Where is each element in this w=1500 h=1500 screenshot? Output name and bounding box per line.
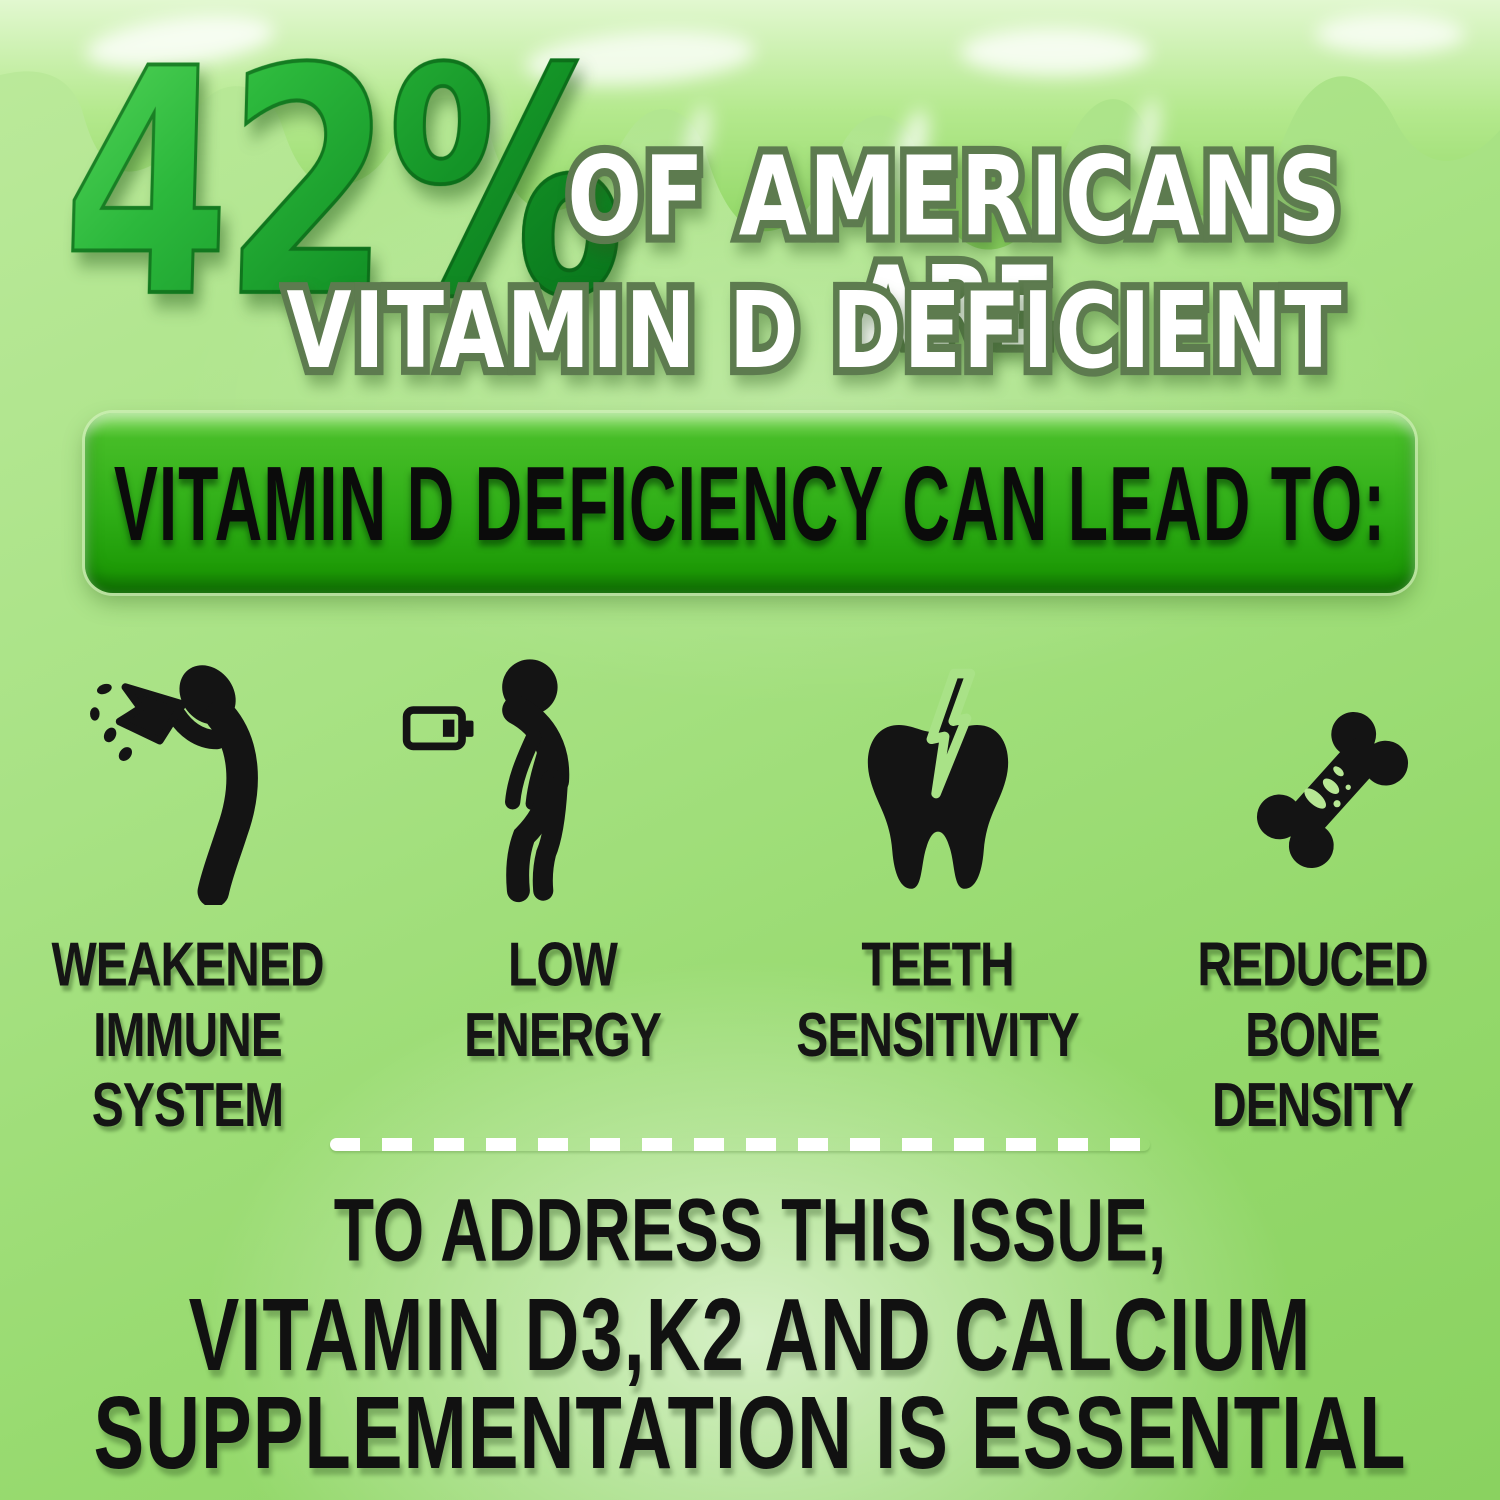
headline-line2-outline: VITAMIN D DEFICIENT bbox=[280, 269, 1348, 392]
headline-line1-outline: OF AMERICANS ARE bbox=[561, 132, 1348, 371]
lead-to-banner: VITAMIN D DEFICIENCY CAN LEAD TO: bbox=[85, 413, 1415, 593]
footer-line2: VITAMIN D3,K2 AND CALCIUM bbox=[188, 1278, 1312, 1393]
effect-label-teeth-sensitivity: TEETH SENSITIVITY bbox=[796, 931, 1079, 1071]
porous-bone-icon bbox=[1225, 640, 1440, 905]
effect-label-low-energy: LOW ENERGY bbox=[464, 931, 662, 1071]
effect-label-weakened-immune-system: WEAKENED IMMUNE SYSTEM bbox=[51, 931, 324, 1141]
tooth-lightning-icon bbox=[838, 640, 1038, 905]
footer-line1: TO ADDRESS THIS ISSUE, bbox=[333, 1179, 1167, 1280]
footer-line3: SUPPLEMENTATION IS ESSENTIAL bbox=[93, 1376, 1407, 1491]
effect-weakened-immune-system: WEAKENED IMMUNE SYSTEM bbox=[0, 640, 375, 1141]
headline-line1: OF AMERICANS ARE OF AMERICANS ARE bbox=[480, 132, 1430, 371]
effects-row: WEAKENED IMMUNE SYSTEM bbox=[0, 640, 1500, 1141]
low-battery-person-icon bbox=[399, 640, 634, 905]
headline-line1-text: OF AMERICANS ARE bbox=[567, 132, 1343, 371]
effect-label-reduced-bone-density: REDUCED BONE DENSITY bbox=[1197, 931, 1428, 1141]
banner-text: VITAMIN D DEFICIENCY CAN LEAD TO: bbox=[113, 443, 1387, 563]
sneezing-person-icon bbox=[75, 640, 300, 905]
headline-line2-text: VITAMIN D DEFICIENT bbox=[286, 269, 1344, 392]
effect-reduced-bone-density: REDUCED BONE DENSITY bbox=[1125, 640, 1500, 1141]
effect-teeth-sensitivity: TEETH SENSITIVITY bbox=[750, 640, 1125, 1094]
dashed-divider bbox=[330, 1138, 1150, 1151]
footer-message: TO ADDRESS THIS ISSUE, VITAMIN D3,K2 AND… bbox=[0, 1179, 1500, 1485]
headline-line2: VITAMIN D DEFICIENT VITAMIN D DEFICIENT bbox=[220, 269, 1410, 392]
slime-drip-decoration bbox=[0, 0, 1500, 250]
effect-low-energy: LOW ENERGY bbox=[375, 640, 750, 1094]
